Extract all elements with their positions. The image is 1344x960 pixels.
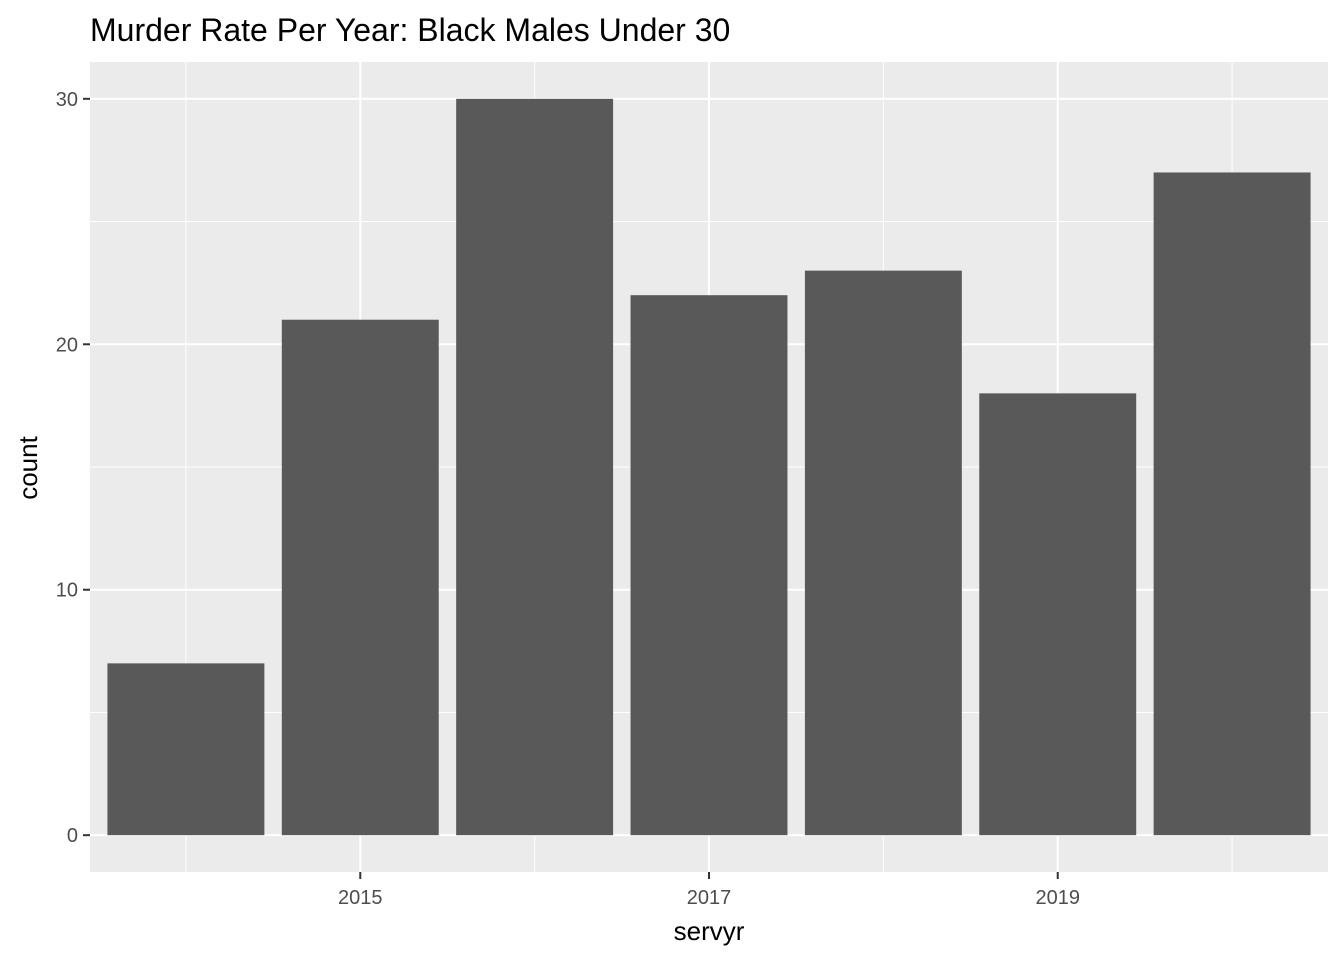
x-tick-label: 2017 xyxy=(687,887,732,909)
bar-2015 xyxy=(281,319,439,836)
bar-2014 xyxy=(107,663,265,836)
x-axis-title: servyr xyxy=(674,916,745,946)
bars xyxy=(107,98,1311,836)
bar-2020 xyxy=(1153,172,1311,836)
bar-2019 xyxy=(979,393,1137,836)
chart-title: Murder Rate Per Year: Black Males Under … xyxy=(90,12,730,48)
y-tick-label: 30 xyxy=(56,89,78,111)
y-tick-label: 10 xyxy=(56,580,78,602)
bar-2016 xyxy=(456,98,614,836)
y-axis-title: count xyxy=(13,435,43,499)
x-tick-label: 2015 xyxy=(338,887,383,909)
y-axis: 0 10 20 30 xyxy=(56,89,90,847)
x-axis: 2015 2017 2019 xyxy=(338,872,1080,909)
x-tick-label: 2019 xyxy=(1035,887,1080,909)
y-tick-label: 20 xyxy=(56,334,78,356)
bar-2017 xyxy=(630,295,788,836)
bar-2018 xyxy=(804,270,962,836)
y-tick-label: 0 xyxy=(67,825,78,847)
